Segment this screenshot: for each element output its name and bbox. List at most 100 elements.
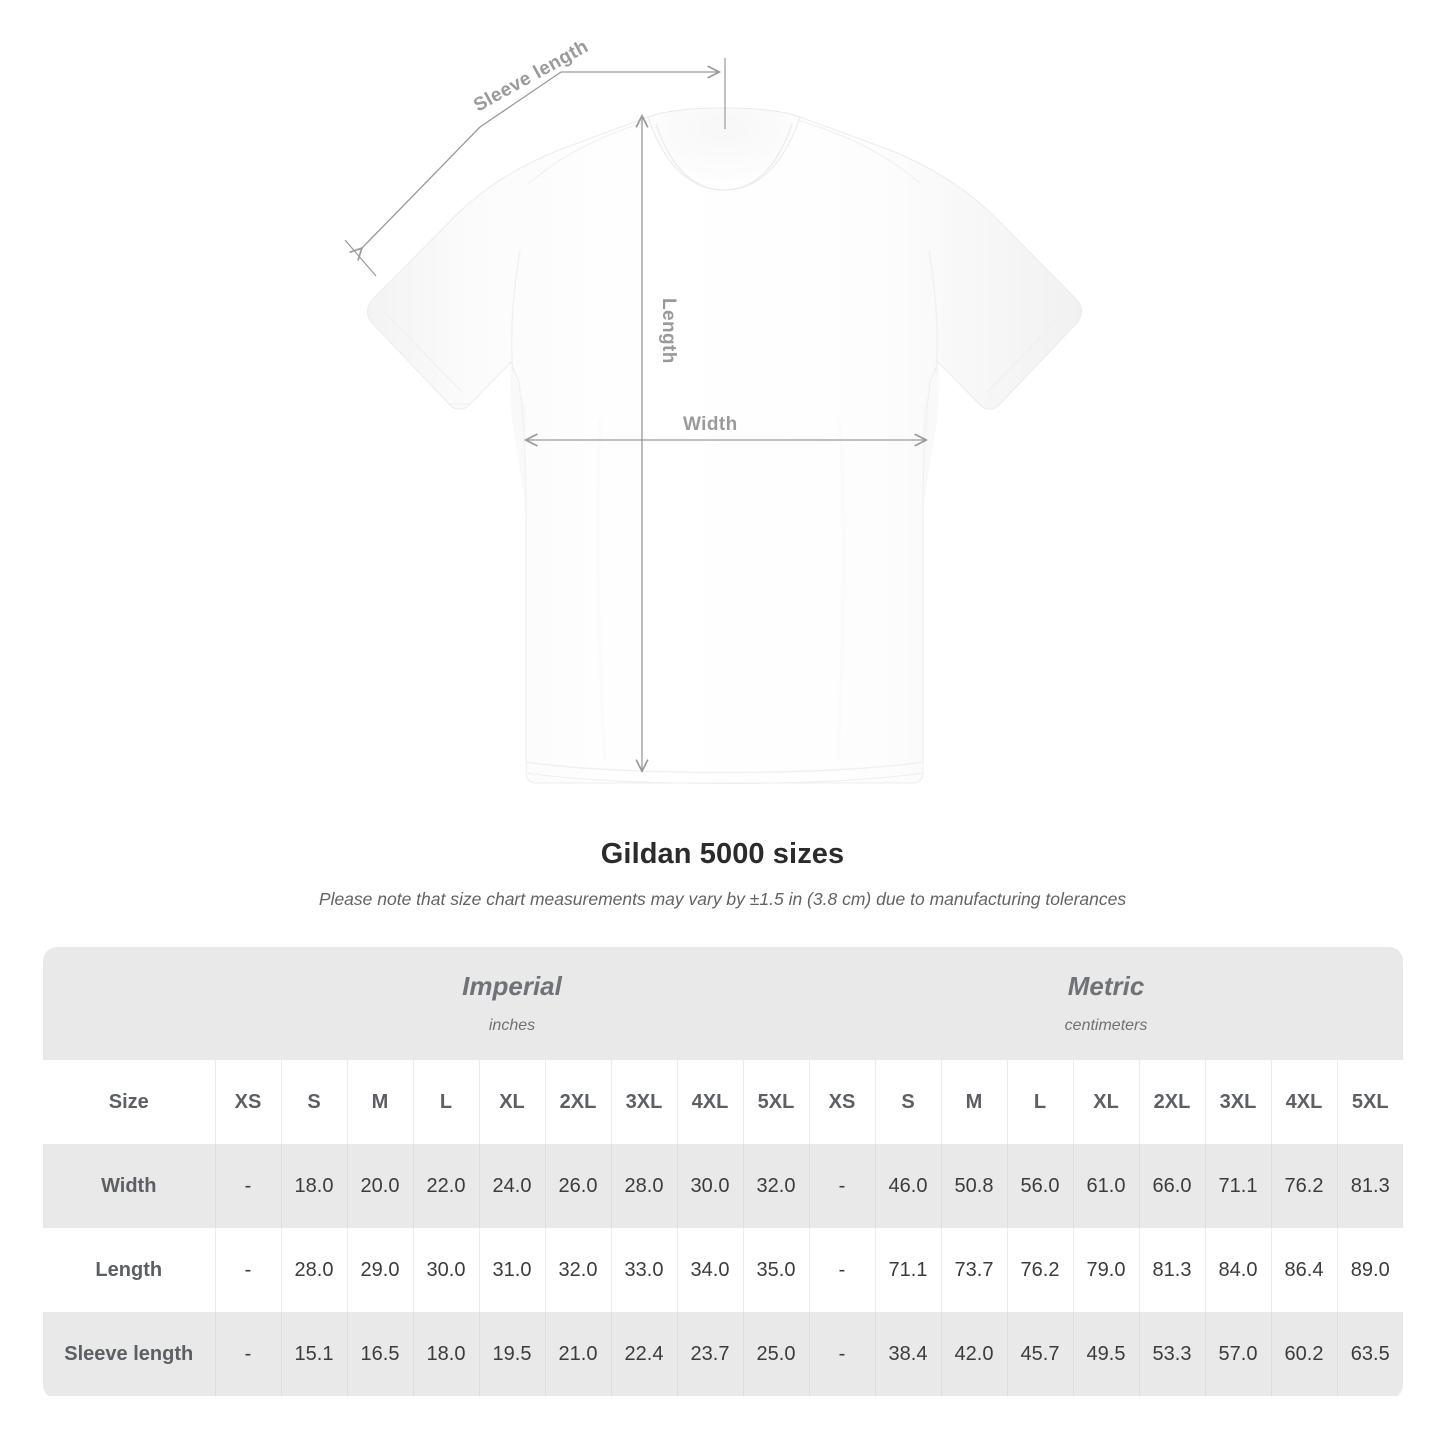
measurement-value: 24.0	[478, 1144, 545, 1228]
measurement-value: 26.0	[544, 1144, 611, 1228]
table-row: Width -18.0 20.0 22.0 24.0 26.0 28.0 30.0 32.0-4…	[43, 1144, 1403, 1228]
measurement-value: 81.3	[1336, 1144, 1403, 1228]
size-header-cell[interactable]: L	[1006, 1060, 1074, 1144]
measurement-value: 15.1	[280, 1312, 347, 1396]
measurement-value: 32.0	[544, 1228, 611, 1312]
right-sleeve-shade	[923, 362, 940, 520]
measurement-value: 35.0	[742, 1228, 810, 1312]
measurement-value: 28.0	[280, 1228, 347, 1312]
measurement-value: -	[808, 1144, 876, 1228]
table-row: Sleeve length -15.1 16.5 18.0 19.5 21.0 22.4 23…	[43, 1312, 1403, 1396]
sleeve-length-dimension	[344, 71, 637, 277]
size-header-cell[interactable]: 5XL	[1336, 1060, 1403, 1144]
measurement-value: 31.0	[478, 1228, 545, 1312]
measurement-value: 42.0	[940, 1312, 1008, 1396]
measurement-value: 60.2	[1270, 1312, 1338, 1396]
table-row: Length -28.0 29.0 30.0 31.0 32.0 33.0 34.0 35.0-…	[43, 1228, 1403, 1312]
size-header-row: Size XS S M L XL 2XL 3XL 4XL 5XL XS S M L XL 2XL 3XL 4XL 5…	[43, 1060, 1403, 1144]
measurement-value: 46.0	[874, 1144, 942, 1228]
right-sleeve-hem	[986, 311, 1066, 393]
unit-group-sub: inches	[488, 1016, 536, 1034]
size-header-cell[interactable]: 4XL	[676, 1060, 743, 1144]
measurement-value: 49.5	[1072, 1312, 1140, 1396]
unit-group-metric: Metric centimeters	[809, 947, 1403, 1060]
measurement-value: 20.0	[346, 1144, 413, 1228]
measurement-value: 86.4	[1270, 1228, 1338, 1312]
measurement-value: 28.0	[610, 1144, 677, 1228]
measurement-value: 63.5	[1336, 1312, 1403, 1396]
size-header-cell[interactable]: XS	[808, 1060, 876, 1144]
measurement-value: 16.5	[346, 1312, 413, 1396]
unit-group-imperial: Imperial inches	[215, 947, 810, 1060]
measurement-value: 25.0	[742, 1312, 810, 1396]
right-armhole-seam	[928, 249, 938, 373]
length-label: Length	[658, 298, 679, 364]
size-header-cell[interactable]: XL	[1072, 1060, 1140, 1144]
size-header-cell[interactable]: S	[874, 1060, 942, 1144]
measurement-value: 33.0	[610, 1228, 677, 1312]
measurement-value: 56.0	[1006, 1144, 1074, 1228]
measurement-value: -	[808, 1312, 876, 1396]
size-header-cell[interactable]: 4XL	[1270, 1060, 1338, 1144]
measurement-label: Width	[43, 1144, 215, 1228]
measurement-value: 57.0	[1204, 1312, 1272, 1396]
measurement-value: 30.0	[412, 1228, 479, 1312]
tshirt-diagram: Sleeve length Length Width	[344, 36, 1082, 784]
measurement-value: 18.0	[280, 1144, 347, 1228]
unit-header-row: Imperial inches Metric centimeters	[43, 947, 1403, 1060]
unit-group-name: Metric	[1067, 971, 1145, 1002]
measurement-value: 53.3	[1138, 1312, 1206, 1396]
measurement-value: 22.4	[610, 1312, 677, 1396]
sleeve-length-label: Sleeve length	[470, 36, 592, 116]
right-shoulder-seam	[796, 119, 922, 185]
tshirt-body	[367, 107, 1082, 784]
measurement-value: 50.8	[940, 1144, 1008, 1228]
measurement-value: 89.0	[1336, 1228, 1403, 1312]
size-header-cell[interactable]: S	[280, 1060, 347, 1144]
size-header-cell[interactable]: 3XL	[1204, 1060, 1272, 1144]
measurement-value: -	[808, 1228, 876, 1312]
bottom-hem-edge	[525, 772, 924, 784]
unit-group-name: Imperial	[462, 971, 562, 1002]
size-header-cell[interactable]: 3XL	[610, 1060, 677, 1144]
measurement-value: 71.1	[1204, 1144, 1272, 1228]
measurement-value: 66.0	[1138, 1144, 1206, 1228]
measurement-value: -	[214, 1312, 281, 1396]
page-subtitle: Please note that size chart measurements…	[318, 889, 1127, 909]
left-armhole-seam	[511, 249, 521, 373]
unit-group-sub: centimeters	[1064, 1016, 1148, 1034]
measurement-value: 30.0	[676, 1144, 743, 1228]
width-label: Width	[683, 414, 738, 435]
size-header-cell[interactable]: 2XL	[1138, 1060, 1206, 1144]
size-header-cell[interactable]: XS	[214, 1060, 281, 1144]
measurement-value: 19.5	[478, 1312, 545, 1396]
measurement-value: 29.0	[346, 1228, 413, 1312]
size-header-cell[interactable]: XL	[478, 1060, 545, 1144]
measurement-value: 21.0	[544, 1312, 611, 1396]
measurement-value: 71.1	[874, 1228, 942, 1312]
size-header-cell[interactable]: 5XL	[742, 1060, 810, 1144]
size-header-label: Size	[43, 1060, 215, 1144]
size-header-cell[interactable]: M	[346, 1060, 413, 1144]
measurement-label: Length	[43, 1228, 215, 1312]
measurement-value: 84.0	[1204, 1228, 1272, 1312]
measurement-value: -	[214, 1144, 281, 1228]
measurement-value: 79.0	[1072, 1228, 1140, 1312]
size-header-cell[interactable]: 2XL	[544, 1060, 611, 1144]
shoulder-reference-dimension	[637, 58, 726, 129]
measurement-value: 61.0	[1072, 1144, 1140, 1228]
size-chart-table: Imperial inches Metric centimeters Size XS S M L…	[43, 947, 1403, 1399]
measurement-value: 76.2	[1270, 1144, 1338, 1228]
measurement-annotations	[344, 58, 925, 770]
size-header-cell[interactable]: M	[940, 1060, 1008, 1144]
measurement-value: 73.7	[940, 1228, 1008, 1312]
size-table: Imperial inches Metric centimeters Size XS S M L…	[43, 947, 1403, 1396]
collar-inner	[655, 123, 793, 191]
size-header-cell[interactable]: L	[412, 1060, 479, 1144]
heading-block: Gildan 5000 sizes Please note that size …	[0, 838, 1445, 910]
measurement-value: 18.0	[412, 1312, 479, 1396]
measurement-value: 34.0	[676, 1228, 743, 1312]
collar	[647, 107, 801, 191]
tshirt-graphic	[367, 107, 1082, 784]
measurement-value: 38.4	[874, 1312, 942, 1396]
